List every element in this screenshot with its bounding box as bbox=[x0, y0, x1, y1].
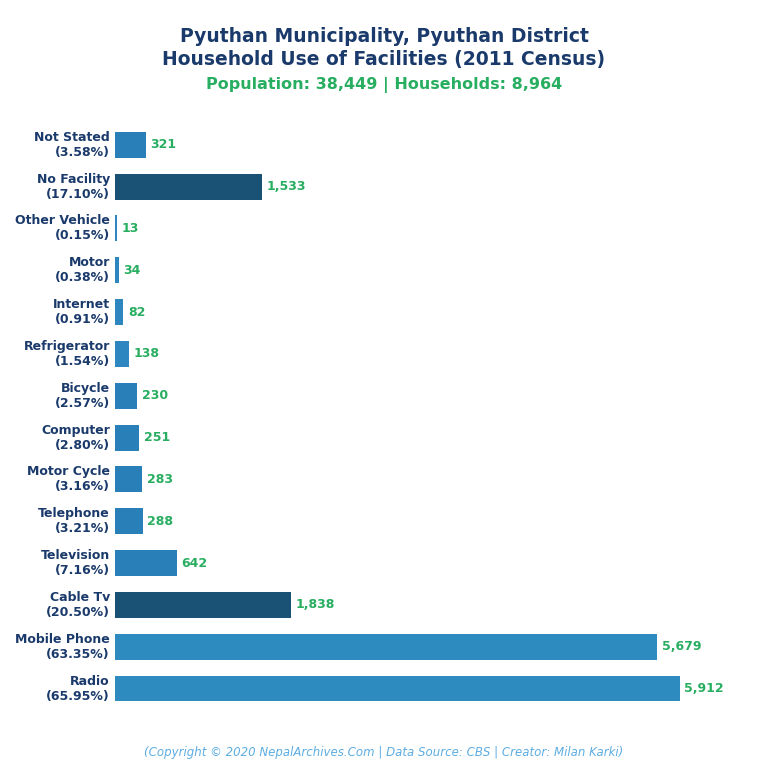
Bar bbox=[115, 257, 119, 283]
Text: Household Use of Facilities (2011 Census): Household Use of Facilities (2011 Census… bbox=[163, 50, 605, 69]
Text: 34: 34 bbox=[123, 263, 141, 276]
Bar bbox=[115, 634, 657, 660]
Text: 642: 642 bbox=[181, 557, 207, 570]
Text: Population: 38,449 | Households: 8,964: Population: 38,449 | Households: 8,964 bbox=[206, 77, 562, 93]
Text: 13: 13 bbox=[121, 222, 138, 235]
Text: 283: 283 bbox=[147, 473, 173, 486]
Text: 5,679: 5,679 bbox=[662, 641, 701, 654]
Text: 321: 321 bbox=[151, 138, 177, 151]
Text: 288: 288 bbox=[147, 515, 174, 528]
Text: 138: 138 bbox=[133, 347, 159, 360]
Bar bbox=[115, 216, 117, 241]
Bar bbox=[115, 382, 137, 409]
Bar bbox=[115, 425, 139, 451]
Bar bbox=[115, 508, 143, 535]
Bar bbox=[115, 341, 128, 367]
Bar bbox=[115, 299, 123, 325]
Text: 1,838: 1,838 bbox=[296, 598, 335, 611]
Text: 251: 251 bbox=[144, 431, 170, 444]
Bar bbox=[115, 174, 262, 200]
Bar bbox=[115, 466, 142, 492]
Bar bbox=[115, 592, 291, 617]
Text: (Copyright © 2020 NepalArchives.Com | Data Source: CBS | Creator: Milan Karki): (Copyright © 2020 NepalArchives.Com | Da… bbox=[144, 746, 624, 759]
Bar bbox=[115, 132, 146, 157]
Text: 82: 82 bbox=[127, 306, 145, 319]
Text: 230: 230 bbox=[142, 389, 168, 402]
Bar bbox=[115, 550, 177, 576]
Text: Pyuthan Municipality, Pyuthan District: Pyuthan Municipality, Pyuthan District bbox=[180, 27, 588, 46]
Text: 5,912: 5,912 bbox=[684, 682, 723, 695]
Text: 1,533: 1,533 bbox=[266, 180, 306, 193]
Bar bbox=[115, 676, 680, 701]
